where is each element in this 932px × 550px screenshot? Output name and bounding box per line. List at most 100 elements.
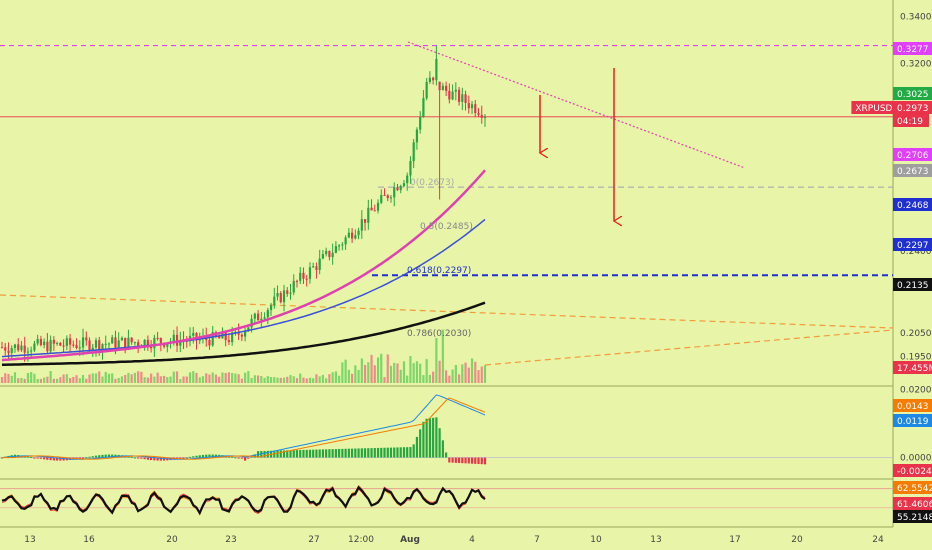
time-tick-label: 27 xyxy=(308,535,319,545)
candle-body xyxy=(52,339,55,344)
volume-bar xyxy=(302,377,305,383)
volume-bar xyxy=(23,378,26,383)
price-badge-label: 0.2135 xyxy=(897,281,929,291)
volume-bar xyxy=(260,375,263,383)
macd-histogram-bar xyxy=(325,449,328,458)
candle-body xyxy=(159,338,162,343)
volume-bar xyxy=(474,361,477,383)
volume-bar xyxy=(169,376,172,383)
candle-body xyxy=(389,197,393,199)
candle-body xyxy=(68,338,72,345)
candle-body xyxy=(292,280,295,293)
macd-histogram-bar xyxy=(412,444,415,458)
macd-signal-line xyxy=(2,397,486,460)
volume-bar xyxy=(30,372,33,383)
volume-bar xyxy=(221,372,224,383)
volume-bar xyxy=(376,357,380,383)
candle-body xyxy=(425,81,428,99)
candle-body xyxy=(279,292,282,303)
volume-bar xyxy=(341,362,344,383)
volume-bar xyxy=(289,375,292,383)
rsi-pane xyxy=(0,484,893,516)
fib-label: 0(0.2673) xyxy=(410,178,454,188)
candle-body xyxy=(156,337,159,339)
volume-bar xyxy=(117,377,120,383)
candle-body xyxy=(464,94,467,104)
macd-histogram-bar xyxy=(231,456,234,458)
volume-bar xyxy=(350,373,354,383)
candle-body xyxy=(247,327,250,332)
macd-histogram-bar xyxy=(331,449,334,458)
volume-bar xyxy=(331,372,334,383)
macd-histogram-bar xyxy=(52,457,55,461)
candle-body xyxy=(483,116,487,118)
volume-bar xyxy=(383,377,386,383)
fib-label: 0.5(0.2485) xyxy=(420,222,473,232)
candle-body xyxy=(143,339,146,347)
volume-bar xyxy=(195,372,198,383)
candle-body xyxy=(36,338,39,344)
price-badge-label: XRPUSD xyxy=(855,104,892,114)
macd-histogram-bar xyxy=(457,457,461,463)
macd-histogram-bar xyxy=(360,448,363,458)
candle-body xyxy=(412,142,415,162)
price-badge xyxy=(893,164,932,177)
candle-body xyxy=(30,350,33,352)
candle-body xyxy=(409,161,412,176)
macd-histogram-bar xyxy=(292,450,295,458)
macd-histogram-bar xyxy=(354,448,357,458)
candle-body xyxy=(101,344,104,351)
candle-body xyxy=(23,345,26,353)
candle-body xyxy=(153,337,156,349)
ma-black xyxy=(1,301,486,367)
macd-histogram-bar xyxy=(396,447,399,458)
volume-bar xyxy=(140,371,143,383)
volume-bar xyxy=(81,375,85,383)
macd-pane xyxy=(0,394,893,465)
macd-histogram-bar xyxy=(26,456,30,458)
macd-histogram-bar xyxy=(266,450,269,458)
macd-histogram-bar xyxy=(46,457,49,460)
price-badge xyxy=(893,42,932,55)
candle-body xyxy=(315,266,318,270)
volume-bar xyxy=(88,374,91,383)
candle-body xyxy=(240,334,243,337)
volume-bar xyxy=(344,359,347,383)
macd-histogram-bar xyxy=(370,448,373,458)
candle-body xyxy=(432,77,435,81)
macd-histogram-bar xyxy=(448,457,451,463)
volume-bar xyxy=(286,376,289,383)
candle-body xyxy=(419,116,422,130)
macd-histogram-bar xyxy=(312,449,315,458)
candle-body xyxy=(347,232,350,238)
macd-histogram-bar xyxy=(81,457,85,459)
volume-bar xyxy=(435,337,438,383)
volume-bar xyxy=(367,362,370,383)
volume-bar xyxy=(457,374,461,383)
macd-histogram-bar xyxy=(263,450,266,458)
macd-histogram-bar xyxy=(357,448,360,458)
time-tick-label: 20 xyxy=(791,535,803,545)
macd-histogram-bar xyxy=(308,449,312,458)
macd-histogram-bar xyxy=(295,450,299,458)
volume-bar xyxy=(480,366,483,383)
candle-body xyxy=(312,266,315,268)
price-badge xyxy=(893,278,932,291)
time-tick-label: 17 xyxy=(729,535,740,545)
macd-histogram-bar xyxy=(104,454,107,458)
volume-bar xyxy=(146,377,149,383)
candle-body xyxy=(175,334,179,346)
macd-histogram-bar xyxy=(101,454,104,458)
macd-histogram-bar xyxy=(182,457,185,459)
volume-bar xyxy=(318,376,321,383)
candle-body xyxy=(59,342,62,346)
rsi-line-red xyxy=(1,486,486,516)
volume-bar xyxy=(373,365,376,383)
macd-histogram-bar xyxy=(205,454,208,458)
macd-histogram-bar xyxy=(201,454,205,458)
fib-labels: 0.5(0.2485) 0.618(0.2297) 0.786(0.2030) 0(0… xyxy=(407,178,473,339)
candle-body xyxy=(7,350,10,353)
grid xyxy=(0,0,894,528)
